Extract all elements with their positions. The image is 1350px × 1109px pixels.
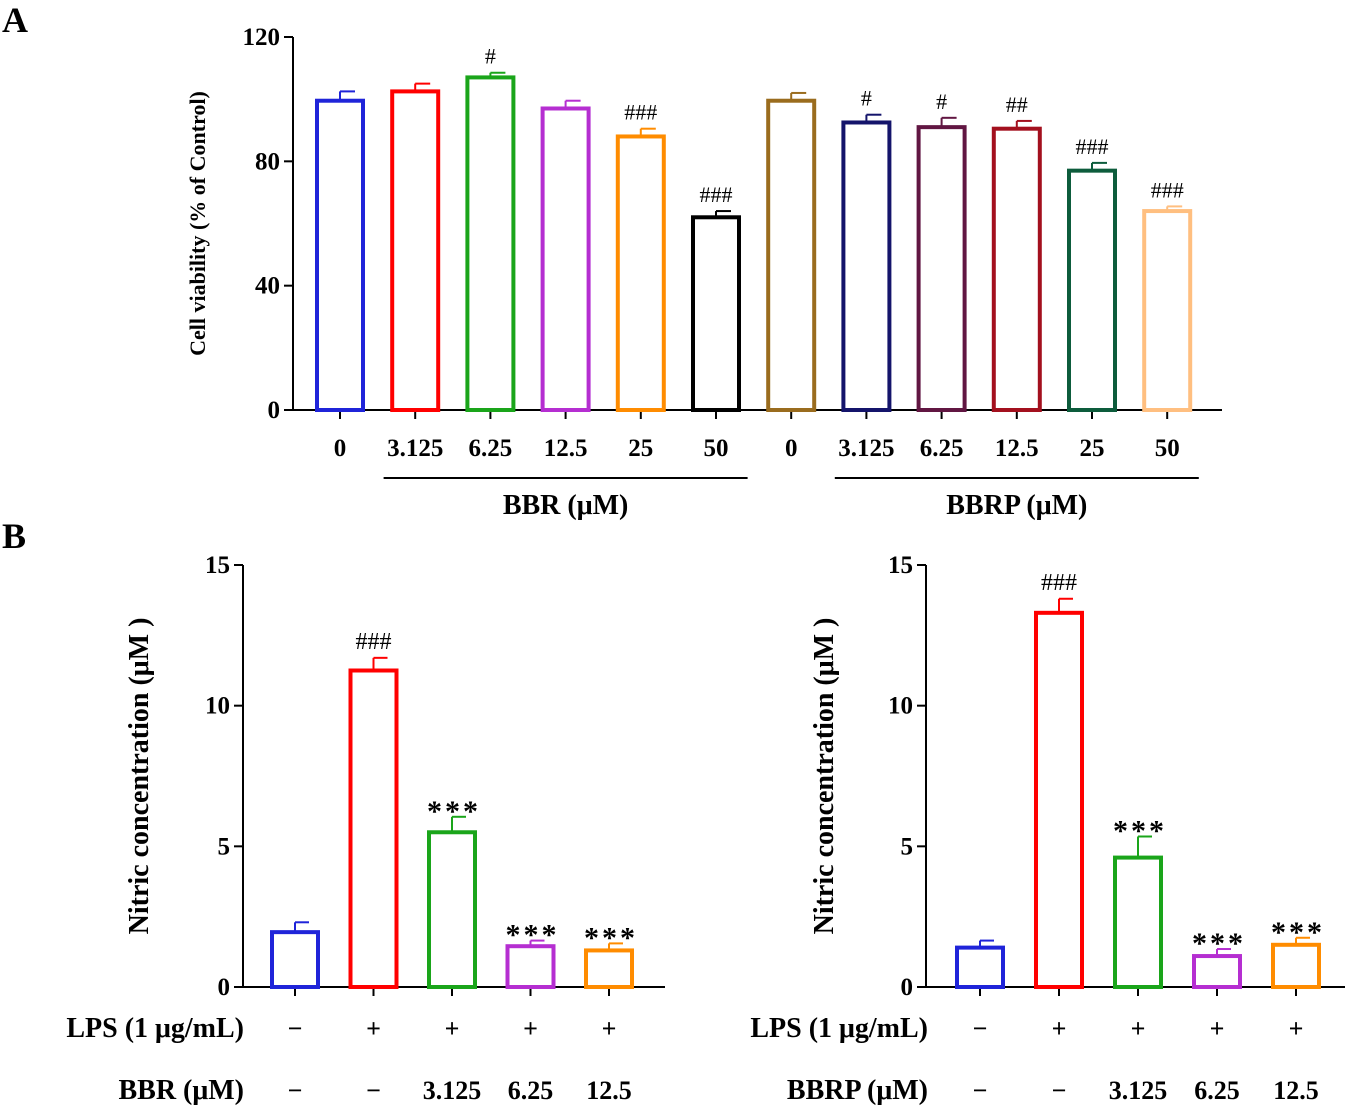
bar — [390, 89, 441, 412]
y-tick-label: 5 — [218, 833, 231, 860]
x-tick-label: 0 — [785, 435, 798, 462]
x-tick-label: 3.125 — [838, 435, 894, 462]
condition-value: 3.125 — [1109, 1076, 1168, 1105]
significance-label: *** — [427, 795, 481, 828]
bar — [916, 125, 967, 413]
x-tick-label: 50 — [1155, 435, 1180, 462]
condition-value: 6.25 — [1194, 1076, 1240, 1105]
bar — [1113, 855, 1163, 989]
condition-value: 6.25 — [508, 1076, 554, 1105]
chart-a-cell-viability: 0 40 80 120 Cell viability (% of Control) 0 3.… — [185, 24, 1222, 521]
group-label: BBR (μM) — [503, 490, 629, 521]
y-tick-label: 40 — [255, 273, 280, 300]
y-tick-label: 80 — [255, 148, 280, 175]
bar — [991, 126, 1042, 412]
significance-label: # — [861, 86, 872, 111]
condition-value: + — [602, 1014, 617, 1043]
condition-value: + — [445, 1014, 460, 1043]
condition-row-label: LPS (1 μg/mL) — [750, 1013, 928, 1044]
y-axis-title: Nitric concentration (μM ) — [124, 618, 155, 935]
condition-value: + — [1131, 1014, 1146, 1043]
significance-label: ### — [700, 182, 733, 207]
x-tick-label: 25 — [628, 435, 653, 462]
significance-label: # — [936, 89, 947, 114]
bar — [1271, 942, 1321, 989]
y-axis-title: Nitric concentration (μM ) — [809, 618, 840, 935]
chart-b-left-nitric-bbr: 0 5 10 15 Nitric concentration (μM ) ### *** **… — [66, 552, 665, 1106]
panel-b-label: B — [2, 516, 26, 556]
condition-row-label: BBR (μM) — [118, 1075, 244, 1106]
condition-value: − — [288, 1076, 303, 1105]
y-tick-label: 10 — [205, 693, 230, 720]
bar — [766, 98, 817, 413]
bar — [505, 944, 556, 989]
y-tick-label: 0 — [268, 397, 281, 424]
condition-value: 12.5 — [586, 1076, 632, 1105]
condition-value: + — [1210, 1014, 1225, 1043]
bar — [691, 215, 741, 412]
bar — [841, 120, 892, 413]
bar — [955, 945, 1005, 990]
significance-label: ### — [356, 629, 392, 655]
condition-value: 3.125 — [423, 1076, 482, 1105]
significance-label: ### — [1041, 570, 1077, 596]
significance-label: ### — [1151, 177, 1184, 202]
y-tick-label: 15 — [205, 552, 230, 579]
condition-value: − — [973, 1076, 988, 1105]
y-tick-label: 10 — [888, 693, 913, 720]
significance-label: *** — [1271, 916, 1325, 949]
condition-value: + — [523, 1014, 538, 1043]
condition-value: − — [366, 1076, 381, 1105]
chart-b-right-nitric-bbrp: 0 5 10 15 Nitric concentration (μM ) ### *** **… — [750, 552, 1345, 1106]
y-tick-label: 5 — [901, 833, 914, 860]
group-label: BBRP (μM) — [946, 490, 1087, 521]
x-tick-label: 12.5 — [995, 435, 1039, 462]
x-tick-label: 50 — [704, 435, 729, 462]
y-tick-label: 0 — [901, 974, 914, 1001]
bar — [1192, 954, 1242, 990]
bar — [1034, 610, 1084, 989]
y-tick-label: 120 — [243, 24, 281, 51]
significance-label: *** — [1192, 927, 1246, 960]
condition-value: − — [288, 1014, 303, 1043]
panel-a-label: A — [2, 0, 28, 40]
significance-label: *** — [1113, 814, 1167, 847]
y-tick-label: 0 — [218, 974, 231, 1001]
significance-label: ### — [1076, 134, 1109, 159]
bar — [615, 134, 666, 412]
x-tick-label: 0 — [334, 435, 347, 462]
significance-label: *** — [584, 921, 638, 954]
significance-label: # — [485, 44, 496, 69]
bar — [427, 830, 477, 989]
x-tick-label: 6.25 — [469, 435, 513, 462]
bar — [465, 75, 516, 413]
significance-label: *** — [506, 919, 560, 952]
condition-value: + — [1289, 1014, 1304, 1043]
significance-label: ## — [1006, 92, 1028, 117]
x-tick-label: 3.125 — [387, 435, 443, 462]
bar — [315, 98, 365, 413]
condition-row-label: LPS (1 μg/mL) — [66, 1013, 244, 1044]
bar — [270, 930, 320, 990]
bar — [1067, 168, 1117, 412]
x-tick-label: 12.5 — [544, 435, 588, 462]
condition-value: + — [1052, 1014, 1067, 1043]
condition-value: − — [1052, 1076, 1067, 1105]
x-tick-label: 25 — [1080, 435, 1105, 462]
condition-value: − — [973, 1014, 988, 1043]
y-tick-label: 15 — [888, 552, 913, 579]
significance-label: ### — [624, 100, 657, 125]
condition-value: + — [366, 1014, 381, 1043]
bar — [348, 668, 399, 989]
bar — [584, 948, 634, 990]
y-axis-title: Cell viability (% of Control) — [185, 91, 210, 356]
x-tick-label: 6.25 — [920, 435, 964, 462]
bar — [540, 106, 591, 412]
bar — [1142, 209, 1193, 412]
condition-value: 12.5 — [1273, 1076, 1319, 1105]
condition-row-label: BBRP (μM) — [787, 1075, 928, 1106]
